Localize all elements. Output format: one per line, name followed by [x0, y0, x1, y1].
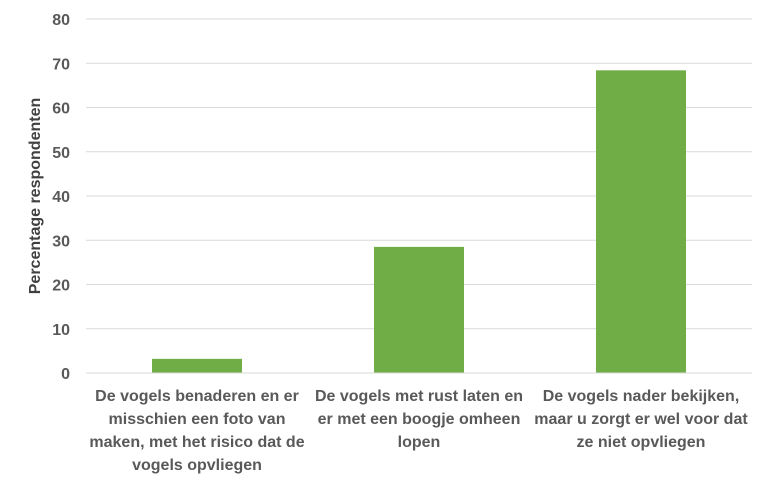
y-tick-label: 40: [52, 189, 70, 206]
grid-lines: [86, 18, 752, 330]
bar-2: [374, 246, 464, 373]
y-axis-ticks: 0 10 20 30 40 50 60 70 80: [52, 12, 70, 383]
y-tick-label: 20: [52, 278, 70, 295]
bar-3: [596, 70, 686, 373]
y-tick-label: 70: [52, 56, 70, 73]
bar-1: [152, 358, 242, 373]
bars: [152, 70, 686, 373]
y-tick-label: 0: [61, 366, 70, 383]
y-tick-label: 80: [52, 12, 70, 29]
y-tick-label: 30: [52, 233, 70, 250]
x-category-label-1: De vogels benaderen en er misschien een …: [89, 388, 305, 474]
y-axis-title: Percentage respondenten: [27, 98, 44, 295]
y-tick-label: 60: [52, 101, 70, 118]
y-tick-label: 10: [52, 322, 70, 339]
y-tick-label: 50: [52, 145, 70, 162]
x-category-label-3: De vogels nader bekijken, maar u zorgt e…: [534, 388, 748, 451]
x-category-label-2: De vogels met rust laten en er met een b…: [314, 388, 524, 451]
